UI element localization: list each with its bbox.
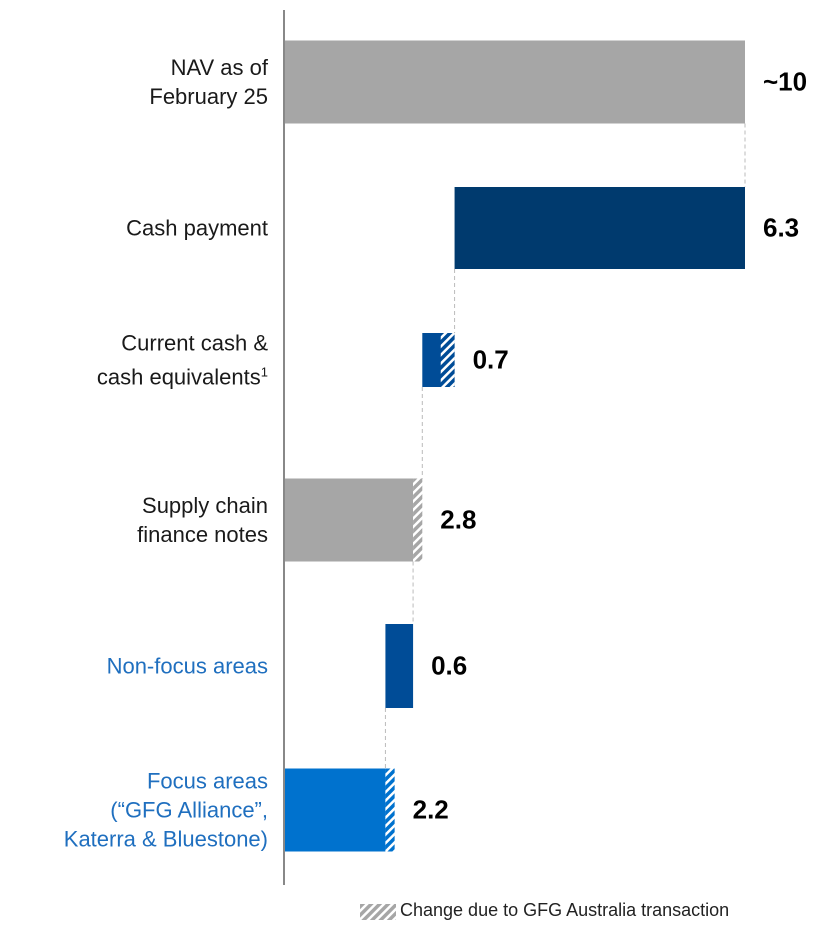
hatched-segment (413, 478, 423, 562)
category-label: Focus areas (“GFG Alliance”, Katerra & B… (64, 767, 268, 854)
footnote-marker: 1 (260, 364, 268, 380)
legend-label: Change due to GFG Australia transaction (400, 900, 730, 920)
value-label: 6.3 (763, 212, 800, 243)
category-label: Current cash & cash equivalents1 (97, 328, 268, 391)
bar (284, 40, 745, 124)
hatched-segment (385, 768, 395, 852)
value-label: 2.8 (440, 504, 477, 535)
category-text: NAV as of February 25 (149, 55, 268, 109)
category-label: NAV as of February 25 (149, 53, 268, 111)
bar (284, 478, 414, 562)
category-text: Non-focus areas (106, 653, 268, 679)
category-label: Cash payment (126, 214, 268, 243)
category-label: Non-focus areas (107, 652, 268, 681)
category-label: Supply chain finance notes (137, 491, 268, 549)
hatched-segment (440, 333, 455, 387)
category-text: Focus areas (“GFG Alliance”, Katerra & B… (63, 768, 268, 852)
bar (385, 624, 414, 708)
value-label: 0.7 (472, 344, 509, 375)
value-label: ~10 (763, 66, 808, 97)
category-text: Supply chain finance notes (137, 493, 268, 547)
bar (284, 768, 386, 852)
value-label: 2.2 (412, 794, 449, 825)
value-label: 0.6 (431, 650, 468, 681)
category-text: Current cash & cash equivalents (96, 330, 268, 390)
bar (454, 187, 745, 269)
legend-swatch (360, 904, 396, 920)
category-text: Cash payment (126, 215, 268, 241)
